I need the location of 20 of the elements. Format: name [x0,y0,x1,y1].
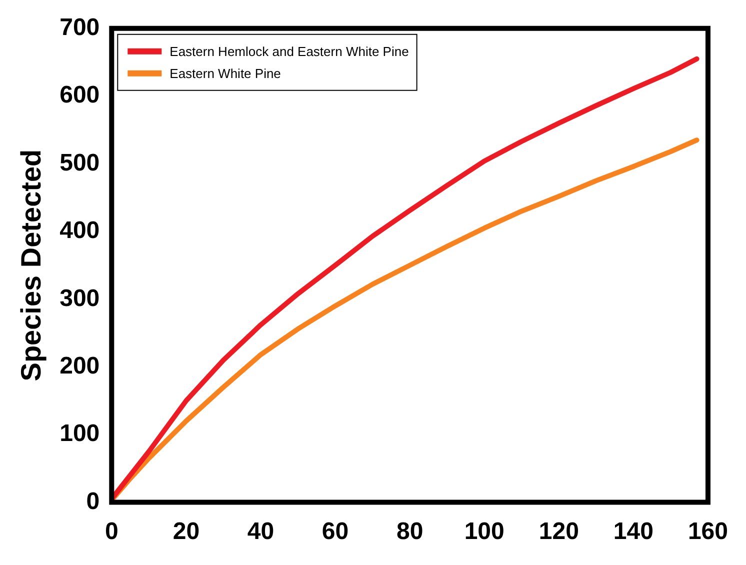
x-tick-label: 120 [538,518,579,546]
y-tick-label: 0 [86,488,100,515]
x-tick-label: 100 [464,518,504,546]
x-tick-label: 140 [613,518,654,546]
y-tick-label: 600 [60,82,100,109]
y-tick-label: 700 [60,14,100,42]
x-tick-label: 160 [688,518,728,546]
y-tick-label: 300 [60,284,100,312]
y-tick-label: 400 [60,217,100,244]
legend-label: Eastern Hemlock and Eastern White Pine [170,44,409,59]
x-tick-label: 60 [322,518,349,546]
y-axis-title: Species Detected [16,149,47,382]
x-tick-label: 80 [396,518,424,546]
x-tick-label: 40 [247,518,274,546]
y-tick-label: 200 [60,352,100,380]
x-tick-label: 0 [104,518,118,546]
y-tick-label: 500 [60,149,100,176]
legend-label: Eastern White Pine [170,66,281,81]
y-tick-label: 100 [60,420,100,448]
x-tick-label: 20 [172,518,200,546]
